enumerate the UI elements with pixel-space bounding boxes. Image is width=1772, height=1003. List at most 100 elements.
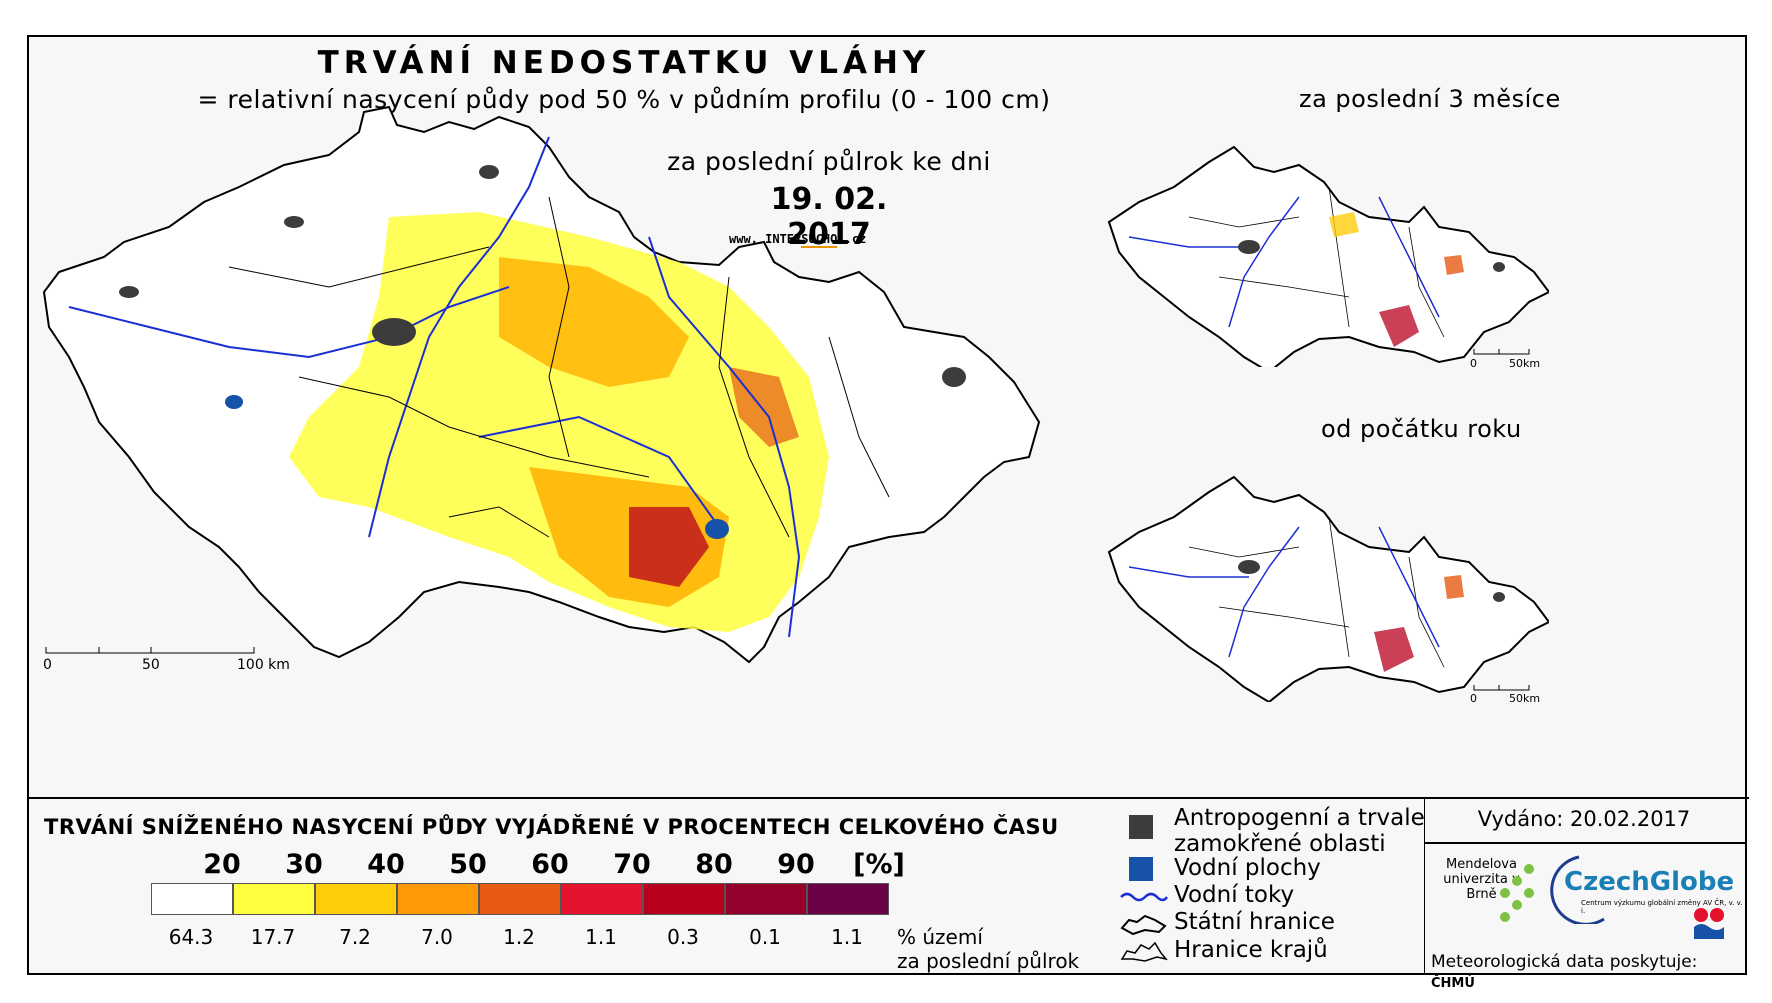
class-label: 30: [285, 849, 323, 880]
website-suffix: .cz: [837, 232, 867, 246]
legend-swatch: [561, 883, 643, 915]
state-border-key-icon: [1120, 914, 1167, 936]
percent-value: 0.1: [749, 925, 781, 949]
inset-scale-bar: [1473, 685, 1530, 691]
class-label: 90: [777, 849, 815, 880]
legend-swatch: [151, 883, 233, 915]
percent-value: 64.3: [168, 925, 214, 949]
class-label: 60: [531, 849, 569, 880]
inset-drought-patch-east: [1444, 575, 1464, 599]
drought-zone-east: [729, 367, 799, 447]
class-label: 70: [613, 849, 651, 880]
inset-city-ostrava: [1493, 592, 1505, 602]
inset-scale-zero: 0: [1470, 692, 1477, 702]
legend-swatch: [643, 883, 725, 915]
inset-river-line: [1128, 196, 1440, 328]
class-label-unit: [%]: [853, 849, 905, 880]
inset-scale-end: 50km: [1509, 692, 1540, 702]
percent-value: 1.2: [503, 925, 535, 949]
class-label: 40: [367, 849, 405, 880]
percent-value: 1.1: [831, 925, 863, 949]
inset-scale-zero: 0: [1470, 357, 1477, 367]
inset-drought-patch-yellow: [1329, 212, 1359, 237]
river-line: [648, 236, 801, 638]
key-water-areas: Vodní plochy: [1174, 855, 1321, 881]
drought-zone-orange: [499, 257, 689, 387]
issued-date: Vydáno: 20.02.2017: [1477, 807, 1691, 831]
inset-drought-patch: [1374, 627, 1414, 672]
percent-unit-label: % území: [897, 925, 983, 949]
legend-swatch: [479, 883, 561, 915]
website-link[interactable]: www. INTERSUCHO .cz: [729, 232, 979, 248]
map-frame: TRVÁNÍ NEDOSTATKU VLÁHY = relativní nasy…: [27, 35, 1749, 991]
key-state-border: Státní hranice: [1174, 909, 1335, 935]
website-brand: SUCHO: [801, 232, 838, 248]
anthropogenic-swatch: [1129, 815, 1153, 839]
issued-divider: [1425, 842, 1747, 844]
class-label: 80: [695, 849, 733, 880]
provider-org: ČHMÚ: [1431, 976, 1475, 991]
city-plzen: [225, 395, 243, 409]
main-scale-end: 100 km: [237, 657, 290, 673]
main-scale-mid: 50: [142, 657, 160, 673]
region-borders: [228, 196, 890, 538]
main-scale-bar: [45, 647, 255, 654]
class-label: 20: [203, 849, 241, 880]
water-area-swatch: [1129, 857, 1153, 881]
inset-drought-patch-east: [1444, 255, 1464, 275]
key-region-border: Hranice krajů: [1174, 937, 1328, 963]
inset-scale-bar: [1473, 349, 1530, 355]
inset-drought-patch: [1379, 305, 1419, 347]
period-label: za poslední půlrok ke dni: [667, 147, 991, 176]
legend-swatch: [725, 883, 807, 915]
inset-year-start-title: od počátku roku: [1321, 415, 1522, 443]
river-line: [368, 136, 550, 538]
legend-swatch: [233, 883, 315, 915]
percent-value: 17.7: [250, 925, 296, 949]
date-label: 19. 02. 2017: [770, 182, 888, 252]
inset-city-ostrava: [1493, 262, 1505, 272]
percent-unit: % území za poslední půlrok: [897, 925, 1079, 973]
legend-divider: [29, 797, 1749, 799]
map-title: TRVÁNÍ NEDOSTATKU VLÁHY: [317, 45, 931, 81]
legend-swatch: [807, 883, 889, 915]
river-key-icon: [1120, 892, 1169, 902]
credits-divider: [1424, 797, 1425, 975]
key-rivers: Vodní toky: [1174, 882, 1295, 908]
inset-scale-end: 50km: [1509, 357, 1540, 367]
city-liberec: [479, 165, 499, 179]
inset-country-shape: [1107, 145, 1549, 367]
key-anthropogenic-line1: Antropogenní a trvale: [1174, 805, 1425, 831]
czechglobe-swoosh-icon: [1550, 855, 1605, 924]
city-usti: [284, 216, 304, 228]
provider-label: Meteorologická data poskytuje:: [1431, 952, 1698, 972]
city-brno: [705, 519, 729, 539]
legend-swatch: [315, 883, 397, 915]
main-scale-zero: 0: [43, 657, 52, 673]
inset-three-months-title: za poslední 3 měsíce: [1299, 85, 1561, 113]
inset-map-year-start: 0 50km: [1107, 475, 1549, 702]
class-label: 50: [449, 849, 487, 880]
percent-value: 1.1: [585, 925, 617, 949]
chmu-logo-icon: [1694, 908, 1724, 939]
percent-value: 7.0: [421, 925, 453, 949]
inset-map-three-months: 0 50km: [1107, 145, 1549, 367]
city-karlovy-vary: [119, 286, 139, 298]
czechglobe-logo: CzechGlobe: [1564, 867, 1735, 897]
legend-swatch: [397, 883, 479, 915]
mendel-university-logo: Mendelova univerzita v Brně: [1443, 857, 1520, 902]
key-anthropogenic-line2: zamokřené oblasti: [1174, 831, 1386, 857]
legend-heading: TRVÁNÍ SNÍŽENÉHO NASYCENÍ PŮDY VYJÁDŘENÉ…: [44, 815, 1059, 839]
city-ostrava: [942, 367, 966, 387]
inset-region-borders: [1188, 516, 1445, 668]
czechglobe-subtitle: Centrum výzkumu globální změny AV ČR, v.…: [1581, 899, 1743, 915]
mendel-dots-icon: [1500, 864, 1534, 922]
percent-note: za poslední půlrok: [897, 949, 1080, 973]
inset-city-prague: [1238, 240, 1260, 254]
river-line: [478, 415, 720, 528]
river-line: [68, 286, 510, 359]
city-prague: [372, 318, 416, 346]
drought-zone-red: [629, 507, 709, 587]
region-border-key-icon: [1120, 941, 1168, 962]
key-anthropogenic: Antropogenní a trvale zamokřené oblasti: [1174, 805, 1425, 857]
